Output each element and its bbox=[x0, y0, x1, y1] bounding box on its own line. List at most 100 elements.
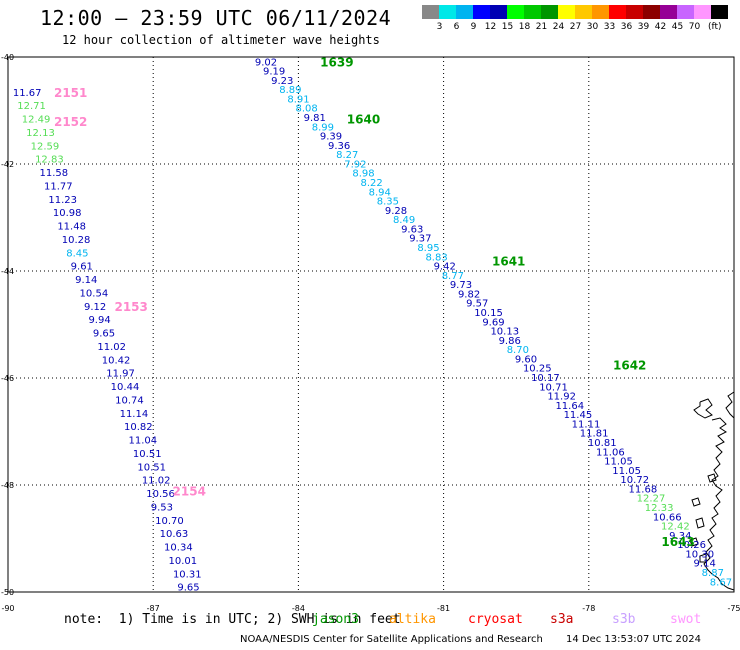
latitude-tick-label: -50 bbox=[1, 588, 14, 597]
wave-height-value: 8.22 bbox=[360, 178, 382, 189]
wave-height-value: 8.99 bbox=[312, 122, 334, 133]
wave-height-value: 12.59 bbox=[31, 141, 60, 152]
wave-height-value: 10.66 bbox=[653, 512, 682, 523]
coastline-island bbox=[695, 517, 705, 529]
legend-tick-label: 33 bbox=[603, 22, 616, 32]
wave-height-value: 11.45 bbox=[564, 410, 593, 421]
satellite-legend-item: s3a bbox=[550, 612, 574, 627]
wave-height-value: 9.28 bbox=[385, 206, 407, 217]
satellite-legend-item: s3b bbox=[612, 612, 636, 627]
wave-height-value: 12.83 bbox=[35, 155, 64, 166]
latitude-tick-label: -48 bbox=[1, 481, 14, 490]
legend-swatch bbox=[609, 5, 626, 19]
wave-height-value: 10.82 bbox=[124, 422, 153, 433]
wave-height-value: 11.81 bbox=[580, 429, 609, 440]
wave-height-value: 8.67 bbox=[710, 577, 732, 588]
longitude-tick-label: -84 bbox=[292, 604, 305, 613]
longitude-tick-label: -87 bbox=[147, 604, 160, 613]
pass-number-label: 2153 bbox=[114, 300, 147, 314]
wave-height-value: 11.77 bbox=[44, 181, 73, 192]
legend-tick-label: 21 bbox=[535, 22, 548, 32]
pass-number-label: 1639 bbox=[320, 55, 353, 69]
legend-swatch bbox=[473, 5, 490, 19]
longitude-tick-label: -75 bbox=[727, 604, 740, 613]
wave-height-value: 10.72 bbox=[620, 475, 649, 486]
credit-source: NOAA/NESDIS Center for Satellite Applica… bbox=[240, 634, 543, 645]
wave-height-value: 10.25 bbox=[523, 364, 552, 375]
coastline-island bbox=[691, 497, 701, 507]
wave-height-value: 10.71 bbox=[539, 382, 568, 393]
wave-height-value: 9.65 bbox=[177, 583, 199, 594]
legend-swatch bbox=[541, 5, 558, 19]
credit-timestamp: 14 Dec 13:53:07 UTC 2024 bbox=[566, 634, 701, 645]
wave-height-value: 12.13 bbox=[26, 128, 55, 139]
wave-height-value: 9.14 bbox=[75, 275, 97, 286]
wave-height-value: 9.94 bbox=[88, 315, 110, 326]
wave-height-value: 10.70 bbox=[155, 516, 184, 527]
wave-height-value: 10.28 bbox=[62, 235, 91, 246]
pass-number-label: 2151 bbox=[54, 86, 87, 100]
wave-height-value: 8.89 bbox=[279, 85, 301, 96]
legend-swatch bbox=[660, 5, 677, 19]
wave-height-value: 8.27 bbox=[336, 150, 358, 161]
wave-height-value: 10.15 bbox=[474, 308, 503, 319]
wave-height-value: 10.31 bbox=[173, 569, 202, 580]
wave-height-value: 9.23 bbox=[271, 76, 293, 87]
satellite-legend-item: altika bbox=[389, 612, 436, 627]
wave-height-value: 12.27 bbox=[637, 494, 666, 505]
legend-tick-label: 42 bbox=[654, 22, 667, 32]
legend-swatch bbox=[643, 5, 660, 19]
coastline-island bbox=[689, 537, 699, 547]
wave-height-value: 9.12 bbox=[84, 302, 106, 313]
wave-height-value: 8.83 bbox=[425, 252, 447, 263]
wave-height-value: 9.69 bbox=[482, 317, 504, 328]
wave-height-value: 8.45 bbox=[66, 248, 88, 259]
pass-number-label: 1643 bbox=[661, 535, 694, 549]
legend-swatch bbox=[558, 5, 575, 19]
wave-height-value: 8.35 bbox=[377, 197, 399, 208]
wave-height-value: 12.49 bbox=[22, 115, 51, 126]
page-title: 12:00 – 23:59 UTC 06/11/2024 bbox=[40, 6, 392, 30]
legend-tick-label: 15 bbox=[501, 22, 514, 32]
pass-number-label: 2154 bbox=[173, 484, 206, 498]
wave-height-value: 9.61 bbox=[71, 262, 93, 273]
wave-height-value: 9.60 bbox=[515, 354, 537, 365]
wave-height-value: 10.54 bbox=[80, 288, 109, 299]
wave-height-value: 9.57 bbox=[466, 299, 488, 310]
coastline-island bbox=[707, 473, 717, 483]
wave-height-value: 11.05 bbox=[612, 466, 641, 477]
wave-height-value: 9.37 bbox=[409, 234, 431, 245]
coastline bbox=[693, 398, 713, 419]
footer-note: note: 1) Time is in UTC; 2) SWH is in fe… bbox=[64, 612, 401, 627]
wave-height-value: 8.70 bbox=[507, 345, 529, 356]
pass-number-label: 1642 bbox=[613, 359, 646, 373]
wave-height-value: 9.34 bbox=[669, 531, 691, 542]
wave-height-value: 9.65 bbox=[93, 329, 115, 340]
wave-height-value: 10.13 bbox=[490, 327, 519, 338]
wave-height-value: 8.98 bbox=[352, 169, 374, 180]
legend-swatch bbox=[694, 5, 711, 19]
legend-swatch bbox=[592, 5, 609, 19]
wave-height-value: 10.44 bbox=[111, 382, 140, 393]
wave-height-value: 11.64 bbox=[555, 401, 584, 412]
wave-height-value: 10.98 bbox=[53, 208, 82, 219]
legend-swatch bbox=[439, 5, 456, 19]
wave-height-value: 10.01 bbox=[169, 556, 198, 567]
legend-swatch bbox=[677, 5, 694, 19]
wave-height-value: 11.92 bbox=[547, 392, 576, 403]
wave-height-value: 11.05 bbox=[604, 457, 633, 468]
longitude-tick-label: -90 bbox=[1, 604, 14, 613]
wave-height-value: 8.94 bbox=[369, 187, 391, 198]
wave-height-value: 11.14 bbox=[120, 409, 149, 420]
legend-tick-label: 9 bbox=[470, 22, 477, 32]
wave-height-value: 9.02 bbox=[255, 57, 277, 68]
wave-height-value: 12.71 bbox=[17, 101, 46, 112]
latitude-tick-label: -44 bbox=[1, 267, 14, 276]
wave-height-value: 11.97 bbox=[106, 369, 135, 380]
coastline-island bbox=[699, 553, 707, 563]
wave-height-value: 11.02 bbox=[142, 476, 171, 487]
wave-height-value: 10.42 bbox=[102, 355, 131, 366]
pass-number-label: 1641 bbox=[492, 254, 525, 268]
